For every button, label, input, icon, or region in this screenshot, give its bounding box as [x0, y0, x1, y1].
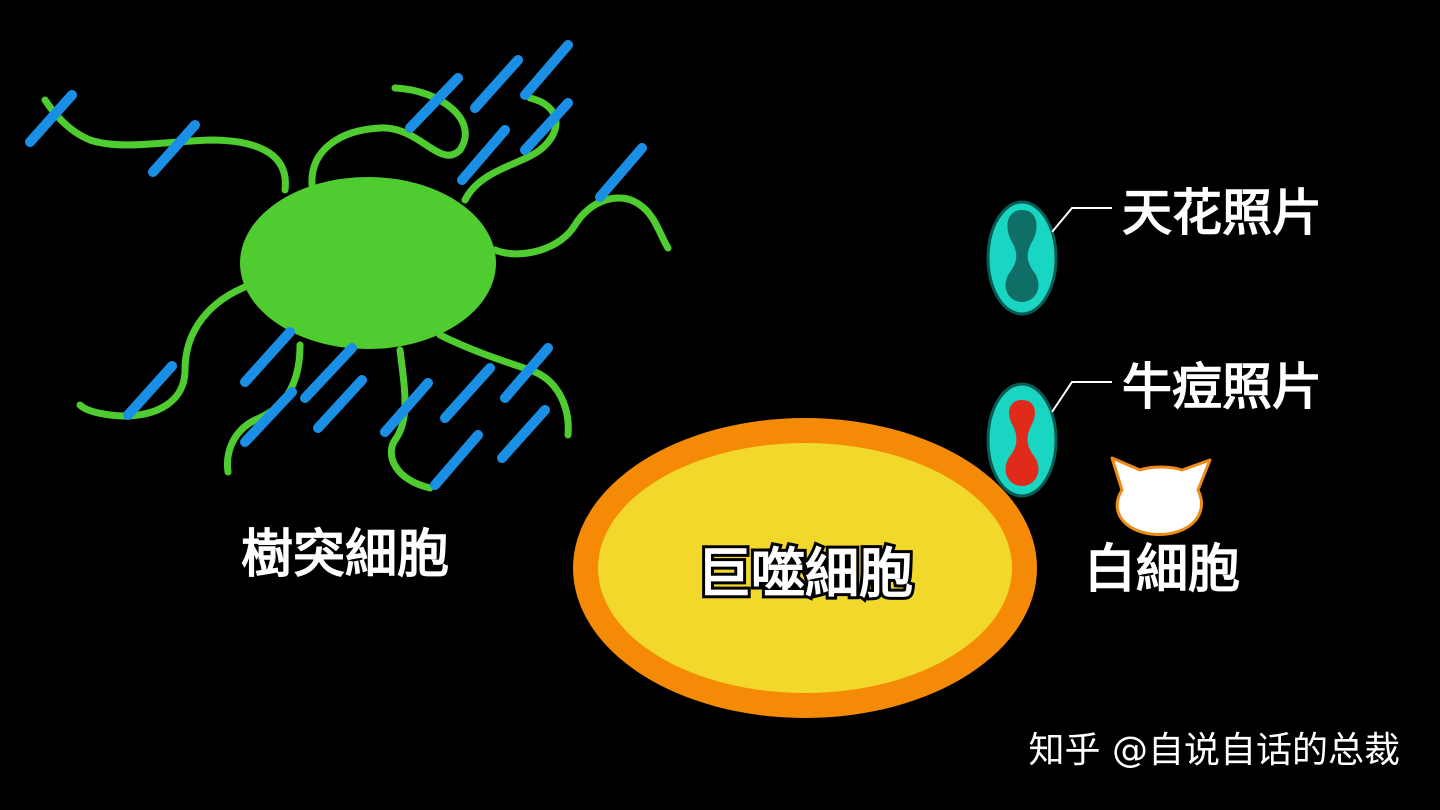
dendrite-arm [41, 96, 289, 194]
antigen-rod [313, 375, 367, 433]
antigen-rod [240, 387, 297, 447]
cowpox-photo-icon [986, 382, 1058, 498]
antigen-rods [25, 40, 647, 490]
antigen-rod [520, 98, 573, 155]
smallpox-mark [1005, 210, 1039, 302]
cowpox-leader-line [1051, 381, 1112, 413]
dendrite-arm [387, 346, 434, 492]
antigen-rod [520, 40, 573, 100]
antigen-rod [595, 143, 647, 202]
watermark: 知乎 @自说自话的总裁 [1029, 730, 1400, 771]
antigen-rod [497, 405, 550, 463]
cowpox-mark [1005, 400, 1039, 486]
antigen-rod [470, 55, 523, 113]
antigen-rod [440, 363, 495, 423]
dendritic-cell [25, 40, 672, 492]
antigen-rod [405, 73, 463, 133]
cat-head-icon [1110, 456, 1212, 536]
dendritic-cell-label: 樹突細胞 [241, 525, 449, 585]
smallpox-leader-line [1051, 207, 1112, 233]
white-blood-cell-shape [1110, 456, 1212, 536]
dendrite-arm [491, 194, 672, 258]
antigen-rod [300, 343, 357, 403]
dendrite-arm [76, 281, 254, 420]
macrophage-label: 巨噬細胞 [697, 542, 913, 605]
macrophage [573, 418, 1037, 718]
white-blood-cell-label: 白細胞 [1084, 540, 1240, 600]
antigen-rod [500, 343, 553, 403]
cowpox-photo-label: 牛痘照片 [1122, 358, 1322, 416]
macrophage-body [598, 443, 1012, 693]
antigen-rod [25, 90, 77, 147]
antigen-rod [123, 361, 177, 420]
dendritic-cell-body [240, 177, 496, 349]
antigen-rod [240, 327, 295, 387]
dendrite-arm [223, 341, 304, 476]
smallpox-photo-label: 天花照片 [1122, 184, 1322, 242]
dendritic-cell-arms [41, 84, 672, 492]
antigen-rod [380, 378, 433, 437]
antigen-rod [430, 430, 483, 490]
smallpox-photo-icon [986, 200, 1058, 316]
antigen-rod [457, 125, 510, 185]
dendrite-arm [308, 84, 469, 189]
antigen-rod [148, 120, 200, 177]
dendrite-arm [461, 94, 560, 204]
